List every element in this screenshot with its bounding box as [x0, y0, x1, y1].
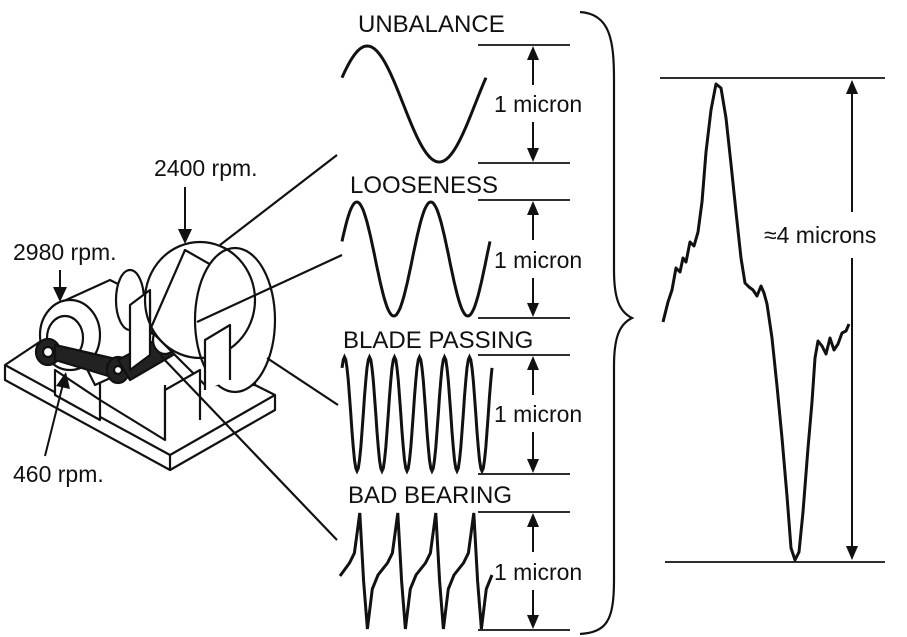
- amplitude-arrow-bad-bearing: [527, 513, 539, 629]
- waveform-title-bad-bearing: BAD BEARING: [348, 482, 512, 509]
- waveform-title-unbalance: UNBALANCE: [358, 11, 505, 38]
- waveform-trace-unbalance: [340, 44, 488, 164]
- fan-housing: [143, 240, 277, 440]
- amplitude-label-looseness: 1 micron: [494, 247, 582, 273]
- waveform-bad-bearing: BAD BEARING 1 micron: [338, 482, 582, 631]
- amplitude-label-blade-passing: 1 micron: [494, 401, 582, 427]
- amplitude-label-bad-bearing: 1 micron: [494, 559, 582, 585]
- rpm-label-460: 460 rpm.: [13, 461, 104, 487]
- summation-brace: [579, 10, 635, 636]
- waveform-unbalance: UNBALANCE 1 micron: [340, 11, 582, 164]
- waveform-trace-bad-bearing: [338, 512, 494, 630]
- rpm-label-2980: 2980 rpm.: [13, 239, 117, 265]
- waveform-blade-passing: BLADE PASSING 1 micron: [340, 327, 582, 475]
- waveform-trace-blade-passing: [340, 353, 494, 475]
- waveform-looseness: LOOSENESS 1 micron: [340, 172, 582, 319]
- amplitude-label-composite: ≈4 microns: [764, 222, 876, 248]
- amplitude-arrow-composite: [846, 80, 858, 560]
- rpm-label-2400: 2400 rpm.: [154, 155, 258, 181]
- waveform-trace-looseness: [340, 200, 492, 318]
- rpm-pointers: [44, 187, 192, 457]
- composite-trace: [661, 82, 851, 562]
- composite-waveform: ≈4 microns: [660, 77, 885, 563]
- amplitude-label-unbalance: 1 micron: [494, 91, 582, 117]
- machine-illustration: [3, 240, 277, 472]
- amplitude-arrow-unbalance: [527, 46, 539, 162]
- amplitude-arrow-looseness: [527, 201, 539, 317]
- waveform-title-blade-passing: BLADE PASSING: [343, 327, 533, 354]
- leader-lines: [159, 154, 343, 541]
- waveform-title-looseness: LOOSENESS: [350, 172, 498, 199]
- amplitude-arrow-blade-passing: [527, 356, 539, 473]
